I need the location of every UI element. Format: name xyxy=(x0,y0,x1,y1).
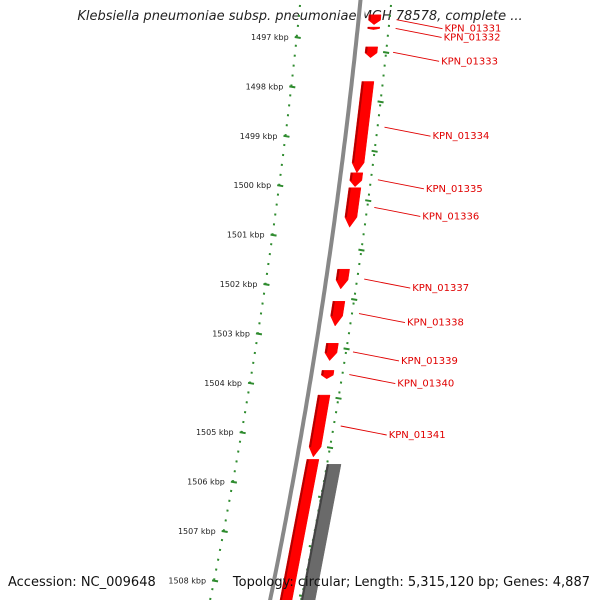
ruler-tick-label: 1497 kbp xyxy=(251,33,289,42)
outer-ruler-tick xyxy=(351,298,358,301)
gene-leader-line xyxy=(395,27,442,38)
ruler-tick-label: 1507 kbp xyxy=(178,527,216,536)
gene-label: KPN_01335 xyxy=(426,184,483,195)
ruler-tick-label: 1500 kbp xyxy=(234,181,272,190)
gene-label: KPN_01339 xyxy=(401,356,458,367)
ruler-tick xyxy=(221,530,228,533)
gene-label: KPN_01341 xyxy=(389,430,446,441)
gene-arrow xyxy=(308,394,331,458)
outer-ruler-tick xyxy=(382,51,390,54)
gene-leader-line xyxy=(374,206,421,217)
outer-ruler-tick xyxy=(365,199,372,203)
gene-leader-line xyxy=(364,278,411,289)
outer-ruler-tick xyxy=(358,248,365,252)
gene-leader-line xyxy=(377,179,424,190)
backbone-line xyxy=(268,0,363,600)
ruler-tick xyxy=(263,283,270,286)
gene-shade xyxy=(336,269,340,281)
outer-ruler-tick xyxy=(326,446,334,450)
backbone xyxy=(268,0,367,600)
gene-shade xyxy=(349,172,353,181)
ruler-tick-label: 1508 kbp xyxy=(168,576,206,585)
gene-leader-line xyxy=(352,351,400,362)
ruler-tick xyxy=(283,134,290,138)
gene-shade xyxy=(321,370,324,376)
ruler-tick xyxy=(277,184,284,188)
gene-label: KPN_01334 xyxy=(433,131,490,142)
gene-shade xyxy=(301,464,329,600)
ruler-tick-label: 1503 kbp xyxy=(212,329,250,338)
gene-label: KPN_01333 xyxy=(441,56,498,67)
ruler-tick-label: 1502 kbp xyxy=(220,280,258,289)
gene-label: KPN_01331 xyxy=(445,24,502,35)
gene-shade xyxy=(309,394,320,448)
gene-leader-line xyxy=(396,19,443,30)
ruler-tick xyxy=(255,332,263,336)
ruler-tick xyxy=(294,36,301,39)
gene-shade xyxy=(368,14,371,21)
gene-leader-line xyxy=(340,425,387,436)
ruler-tick-label: 1504 kbp xyxy=(204,379,242,388)
gene-leader-line xyxy=(384,126,431,137)
ruler-tick xyxy=(270,233,277,237)
gene-label: KPN_01332 xyxy=(444,32,501,43)
outer-ruler-tick xyxy=(371,149,378,153)
ruler-tick-label: 1505 kbp xyxy=(196,428,234,437)
ruler-tick xyxy=(239,431,246,435)
gene-shade xyxy=(324,343,329,353)
gene-shade xyxy=(279,459,309,600)
gene-label: KPN_01340 xyxy=(397,379,454,390)
gene-label: KPN_01337 xyxy=(412,283,469,294)
ruler-tick-label: 1498 kbp xyxy=(246,82,284,91)
outer-scale-circle xyxy=(300,0,393,600)
accession-text: Accession: NC_009648 xyxy=(8,575,156,590)
outer-ruler-tick xyxy=(343,347,350,351)
gene-leader-line xyxy=(349,374,396,385)
outer-ruler-tick xyxy=(377,100,384,104)
gene-shade xyxy=(365,46,368,54)
gene-leader-line xyxy=(358,313,406,324)
outer-ruler-tick xyxy=(335,396,342,400)
ruler-tick-label: 1506 kbp xyxy=(187,478,225,487)
gene-shade xyxy=(352,81,364,163)
map-title: Klebsiella pneumoniae subsp. pneumoniae … xyxy=(77,9,523,24)
ruler-tick xyxy=(211,579,219,583)
gene-shade xyxy=(330,301,335,317)
ruler-tick xyxy=(230,480,238,484)
ruler-tick xyxy=(289,85,296,89)
ruler-tick xyxy=(247,381,255,385)
ruler-tick-label: 1501 kbp xyxy=(227,231,265,240)
ruler-tick-label: 1499 kbp xyxy=(240,132,278,141)
gene-shade xyxy=(344,187,351,218)
ruler-ticks: 1497 kbp 1498 kbp 1499 kbp 1500 kbp 1501 kbp… xyxy=(168,33,390,598)
gene-label: KPN_01338 xyxy=(407,318,464,329)
gene-label: KPN_01336 xyxy=(422,211,479,222)
backbone-highlight xyxy=(272,0,367,600)
gene-leader-line xyxy=(393,51,440,62)
genome-summary: Topology: circular; Length: 5,315,120 bp… xyxy=(232,575,590,590)
gene-features xyxy=(279,14,382,600)
